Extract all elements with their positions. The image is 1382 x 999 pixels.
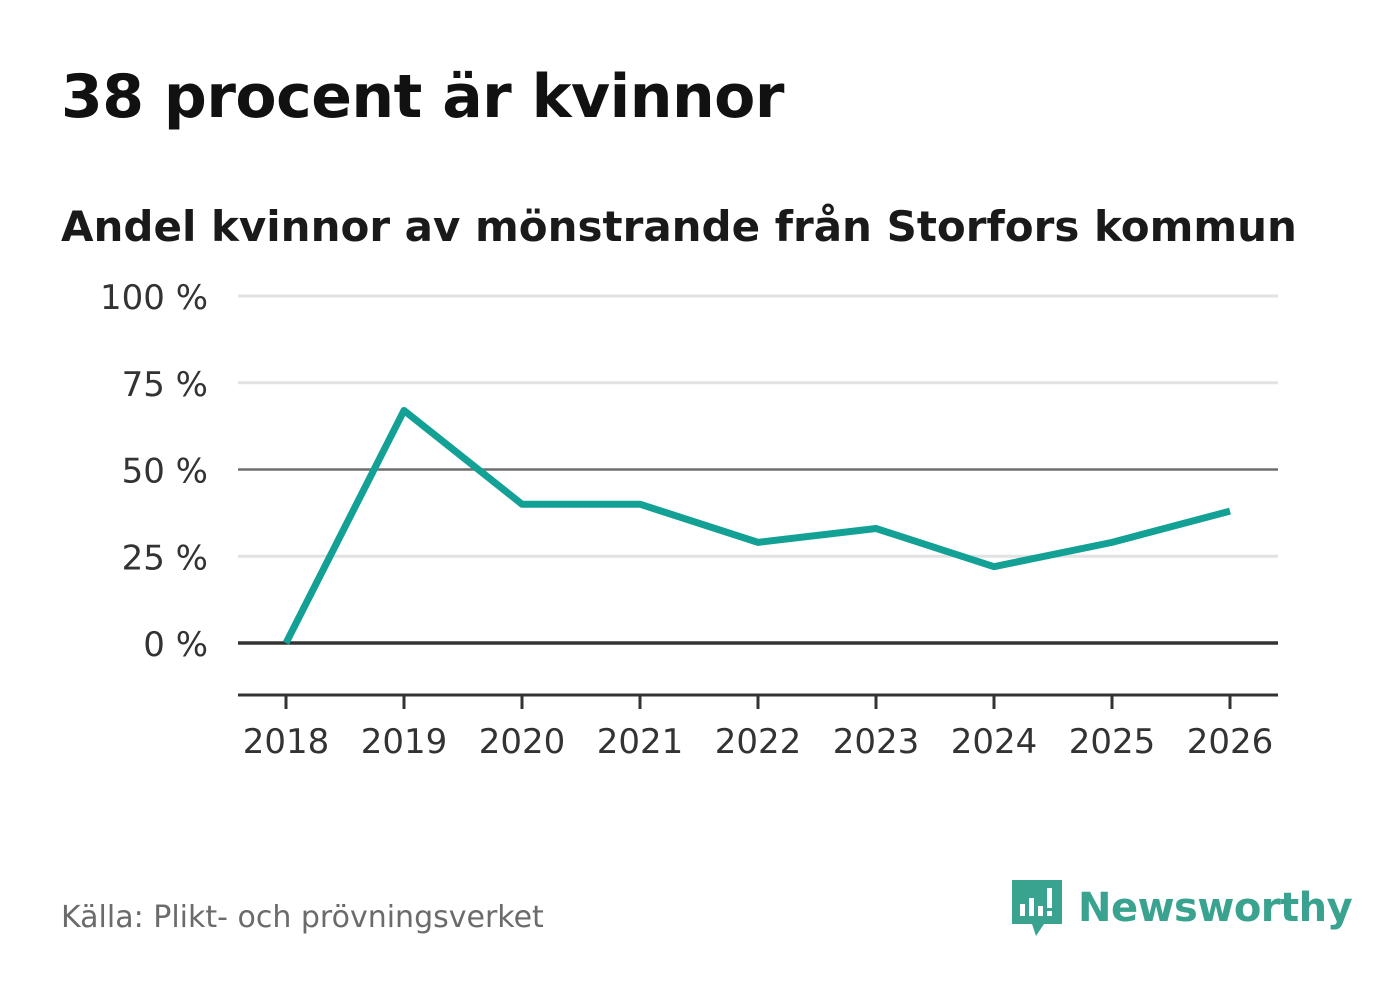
page-title: 38 procent är kvinnor [61,62,784,132]
x-tick-label: 2018 [243,722,330,762]
series-line [282,407,1231,645]
y-tick-label: 25 % [122,538,208,578]
y-tick-label: 0 % [143,625,208,665]
x-tick-label: 2022 [715,722,802,762]
newsworthy-logo-icon [1012,880,1062,936]
x-tick-label: 2026 [1187,722,1274,762]
x-tick-label: 2019 [361,722,448,762]
x-tick-label: 2025 [1069,722,1156,762]
chart-subtitle: Andel kvinnor av mönstrande från Storfor… [61,202,1297,251]
y-tick-label: 50 % [122,452,208,492]
x-tick-label: 2021 [597,722,684,762]
x-tick-label: 2023 [833,722,920,762]
source-note: Källa: Plikt- och prövningsverket [61,900,544,935]
brand-name: Newsworthy [1078,885,1353,931]
y-tick-label: 100 % [100,278,208,318]
brand-logo[interactable]: Newsworthy [1010,878,1353,938]
y-tick-label: 75 % [122,365,208,405]
x-tick-label: 2024 [951,722,1038,762]
x-tick-label: 2020 [479,722,566,762]
